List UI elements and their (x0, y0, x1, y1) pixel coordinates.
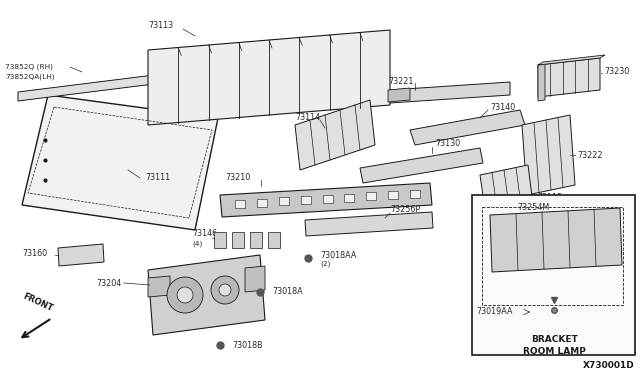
Text: 73146: 73146 (192, 230, 217, 238)
Polygon shape (220, 183, 432, 217)
Text: 73140: 73140 (490, 103, 515, 112)
Polygon shape (360, 148, 483, 183)
Bar (214, 232, 226, 248)
Bar (472, 195, 635, 355)
Text: 73230: 73230 (604, 67, 629, 77)
Text: 73111: 73111 (145, 173, 170, 183)
Polygon shape (522, 115, 575, 195)
Bar (232, 232, 244, 248)
Text: 73256P: 73256P (390, 205, 420, 215)
Polygon shape (148, 30, 390, 125)
Bar (250, 232, 262, 248)
Text: 73221: 73221 (388, 77, 413, 87)
Polygon shape (148, 276, 170, 297)
Bar (268, 232, 280, 248)
Text: 73019AA: 73019AA (476, 308, 513, 317)
Text: 73113: 73113 (148, 20, 173, 29)
Bar (344, 193, 355, 202)
Polygon shape (148, 255, 265, 335)
Text: 73254M: 73254M (517, 203, 549, 212)
Text: BRACKET: BRACKET (531, 336, 577, 344)
Text: ROOM LAMP: ROOM LAMP (523, 346, 586, 356)
Text: 73160: 73160 (22, 250, 47, 259)
Bar (257, 199, 267, 206)
Polygon shape (490, 208, 622, 272)
Polygon shape (58, 244, 104, 266)
Polygon shape (295, 100, 375, 170)
Bar (235, 200, 245, 208)
Bar (482, 207, 623, 305)
Bar (366, 192, 376, 201)
Polygon shape (18, 73, 170, 101)
Polygon shape (245, 266, 265, 292)
Text: 73018A: 73018A (272, 288, 303, 296)
Text: 73210: 73210 (225, 173, 250, 183)
Text: 73852Q (RH): 73852Q (RH) (5, 64, 53, 70)
Text: 73204: 73204 (97, 279, 122, 288)
Text: FRONT: FRONT (22, 291, 54, 313)
Polygon shape (538, 64, 545, 101)
Circle shape (211, 276, 239, 304)
Polygon shape (480, 165, 535, 230)
Text: (4): (4) (192, 241, 202, 247)
Polygon shape (305, 212, 433, 236)
Bar (301, 196, 310, 204)
Text: 73018AA: 73018AA (320, 250, 356, 260)
Polygon shape (390, 82, 510, 103)
Polygon shape (538, 58, 600, 97)
Circle shape (219, 284, 231, 296)
Text: X730001D: X730001D (583, 360, 635, 369)
Circle shape (167, 277, 203, 313)
Text: 73115: 73115 (537, 193, 563, 202)
Text: 73018B: 73018B (232, 340, 262, 350)
Bar (388, 191, 398, 199)
Polygon shape (410, 110, 525, 145)
Text: (2): (2) (320, 261, 330, 267)
Circle shape (177, 287, 193, 303)
Text: 73130: 73130 (435, 138, 460, 148)
Polygon shape (538, 55, 605, 65)
Bar (410, 190, 420, 198)
Polygon shape (22, 95, 218, 230)
Text: 73222: 73222 (577, 151, 602, 160)
Text: 73852QA(LH): 73852QA(LH) (5, 74, 54, 80)
Bar (279, 198, 289, 205)
Text: 73114: 73114 (295, 112, 320, 122)
Polygon shape (388, 88, 410, 102)
Bar (323, 195, 333, 203)
